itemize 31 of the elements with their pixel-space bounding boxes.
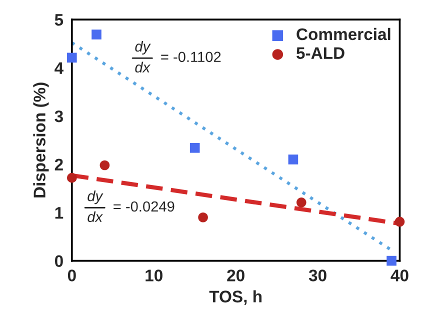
legend-label: 5-ALD [296,47,344,60]
annotation: dx [88,211,103,222]
x-tick-label: 20 [227,270,244,282]
point [394,216,405,227]
point [190,142,200,153]
point [67,52,77,63]
y-tick-label: 1 [55,207,64,219]
x-tick-label: 0 [68,270,76,282]
y-tick-label: 0 [54,255,63,268]
point [100,160,110,170]
point [386,256,396,266]
x-tick-label: 40 [390,270,408,282]
y-axis-title: Dispersion (%) [33,82,49,198]
point [67,172,77,183]
point [198,212,208,222]
y-tick-label: 3 [54,110,63,122]
y-tick-label: 5 [54,14,64,26]
point [92,30,102,40]
annotation: = -0.1102 [161,52,221,62]
point [296,198,306,208]
annotation: dy [135,40,151,55]
legend-label: Commercial [296,28,390,40]
x-tick-label: 30 [308,270,326,282]
annotation: = -0.0249 [114,201,174,212]
y-tick-label: 4 [54,62,64,74]
x-tick-label: 10 [146,270,162,282]
x-axis-title: TOS, h [209,290,262,305]
annotation: dx [135,62,151,72]
point [288,154,298,164]
y-tick-label: 2 [54,158,63,170]
annotation: dy [88,190,104,204]
